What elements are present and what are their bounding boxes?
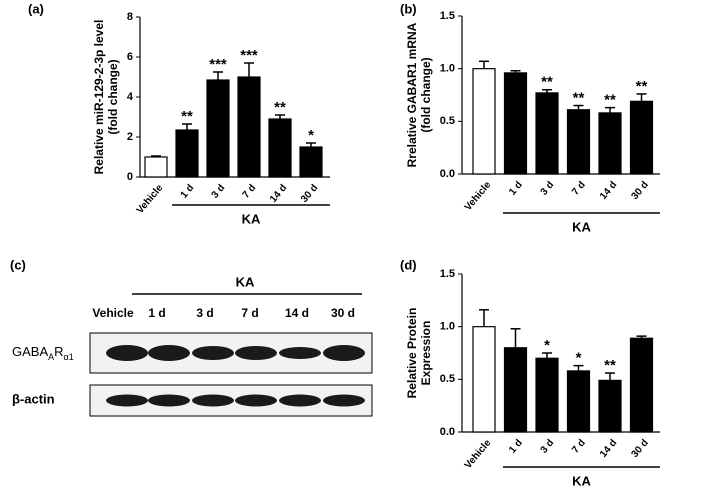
row-label-part: GABA	[12, 344, 48, 359]
row-label: β-actin	[12, 392, 55, 407]
bar	[237, 76, 261, 178]
bar	[598, 112, 622, 175]
bar	[629, 100, 654, 175]
y-tick-label: 2	[127, 131, 133, 143]
significance: **	[274, 99, 286, 116]
y-tick-label: 0.5	[440, 115, 455, 127]
row-label-part: α1	[64, 352, 74, 362]
y-tick-label: 1.5	[440, 268, 455, 280]
blot-band	[323, 394, 365, 407]
bar	[535, 92, 559, 175]
significance: *	[308, 127, 314, 144]
bar	[175, 129, 199, 178]
significance: **	[604, 92, 616, 109]
blot-band	[106, 345, 148, 361]
lane-label: 7 d	[241, 306, 258, 320]
y-tick-label: 1.0	[440, 321, 455, 333]
significance: ***	[209, 56, 227, 73]
y-tick-label: 6	[127, 51, 133, 63]
row-label-part: β-actin	[12, 392, 55, 407]
y-axis-label: Relative Protein	[405, 308, 419, 399]
significance: ***	[240, 47, 258, 64]
group-label: KA	[572, 473, 591, 488]
bar	[629, 337, 654, 433]
bar	[299, 146, 323, 178]
group-label: KA	[242, 211, 261, 226]
panel-label: (d)	[400, 257, 417, 272]
significance: **	[181, 108, 193, 125]
lane-label: Vehicle	[92, 306, 134, 320]
bar	[566, 109, 591, 175]
blot-band	[279, 394, 321, 407]
y-axis-label: Relative miR-129-2-3p level	[92, 20, 106, 175]
blot-band	[323, 345, 365, 361]
panel-label: (b)	[400, 1, 417, 16]
blot-band	[192, 394, 234, 407]
bar	[566, 370, 591, 433]
bar	[144, 156, 168, 178]
significance: **	[573, 90, 585, 107]
bar	[535, 357, 559, 433]
lane-label: 3 d	[196, 306, 213, 320]
y-axis-label: (fold change)	[106, 59, 120, 134]
bar	[268, 118, 292, 178]
significance: **	[541, 74, 553, 91]
significance: **	[636, 78, 648, 95]
bar	[503, 72, 528, 175]
bar	[503, 347, 528, 433]
bar	[472, 68, 496, 175]
significance: *	[544, 337, 550, 354]
lane-label: 14 d	[285, 306, 309, 320]
bar	[472, 326, 496, 433]
y-tick-label: 0.0	[440, 426, 455, 438]
y-tick-label: 0.5	[440, 373, 455, 385]
significance: *	[576, 350, 582, 367]
bar	[598, 379, 622, 433]
y-tick-label: 8	[127, 11, 133, 23]
group-label: KA	[572, 219, 591, 234]
blot-band	[148, 394, 190, 407]
lane-label: 1 d	[148, 306, 165, 320]
significance: **	[604, 357, 616, 374]
blot-band	[148, 345, 190, 361]
y-tick-label: 0.0	[440, 168, 455, 180]
blot-band	[279, 347, 321, 359]
row-label-part: R	[54, 344, 63, 359]
y-axis-label: (fold change)	[419, 57, 433, 132]
row-label: GABAARα1	[12, 344, 74, 362]
y-axis-label: Expression	[419, 321, 433, 386]
bar	[206, 79, 230, 178]
y-tick-label: 0	[127, 171, 133, 183]
y-tick-label: 4	[127, 91, 134, 103]
y-tick-label: 1.5	[440, 10, 455, 22]
blot-band	[235, 346, 277, 360]
lane-label: 30 d	[331, 306, 355, 320]
blot-band	[192, 346, 234, 360]
y-tick-label: 1.0	[440, 63, 455, 75]
row-label-part: A	[48, 352, 54, 362]
y-axis-label: Rrelative GABAR1 mRNA	[405, 22, 419, 167]
panel-label: (a)	[28, 1, 44, 16]
blot-band	[235, 394, 277, 407]
group-label: KA	[236, 274, 255, 289]
blot-band	[106, 394, 148, 407]
panel-label: (c)	[10, 257, 26, 272]
